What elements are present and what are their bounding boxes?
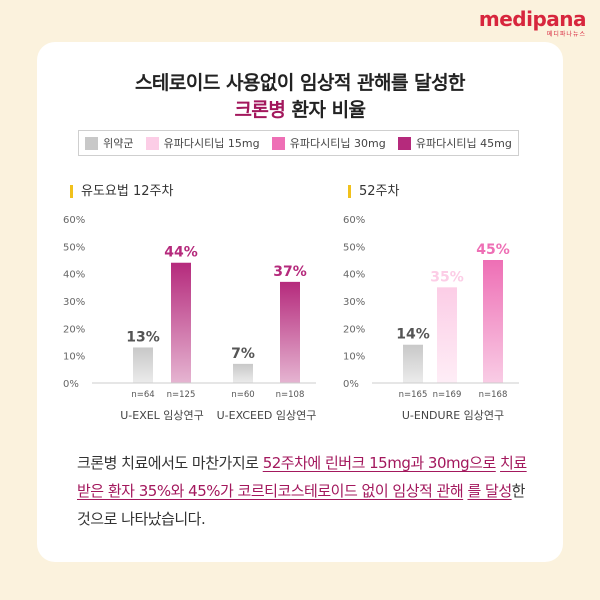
title-rest: 환자 비율 <box>285 99 367 121</box>
legend-swatch <box>271 136 285 150</box>
desc-highlight-1: 52주차에 린버크 15mg과 30mg으로 <box>262 454 497 472</box>
desc-part-1: 크론병 치료에서도 마찬가지로 <box>77 454 263 472</box>
bar-n-label: n=169 <box>433 390 462 400</box>
bar-n-label: n=60 <box>231 390 254 400</box>
bar-value-label: 7% <box>231 346 255 362</box>
y-tick-label: 60% <box>343 215 365 226</box>
legend-swatch <box>397 136 411 150</box>
legend-item-placebo: 위약군 <box>85 135 133 151</box>
legend-item-15mg: 유파다시티닙 15mg <box>145 135 260 151</box>
legend-item-30mg: 유파다시티닙 30mg <box>271 135 386 151</box>
y-tick-label: 30% <box>63 297 85 308</box>
y-tick-label: 20% <box>63 324 85 335</box>
description-text: 크론병 치료에서도 마찬가지로 52주차에 린버크 15mg과 30mg으로 치… <box>77 449 527 533</box>
desc-part-2: 한 것으로 나타났습니다. <box>77 482 525 528</box>
bar-n-label: n=108 <box>276 390 305 400</box>
bar-n-label: n=64 <box>131 390 154 400</box>
infographic-title: 스테로이드 사용없이 임상적 관해를 달성한 크론병 환자 비율 <box>37 70 563 124</box>
y-tick-label: 40% <box>63 270 85 281</box>
logo-text: medipana <box>478 7 587 31</box>
title-line-1: 스테로이드 사용없이 임상적 관해를 달성한 <box>134 72 466 94</box>
bar <box>233 363 253 383</box>
bar <box>133 347 153 383</box>
charts-svg: 0% 10% 20% 30% 40% 50% 60% 13% n=64 44% n=125 U-EXE… <box>63 215 519 422</box>
infographic-card: 스테로이드 사용없이 임상적 관해를 달성한 크론병 환자 비율 위약군 유파다… <box>37 42 563 562</box>
bar-n-label: n=125 <box>167 390 196 400</box>
chart-title-week52: 52주차 <box>348 185 399 198</box>
chart-legend: 위약군 유파다시티닙 15mg 유파다시티닙 30mg 유파다시티닙 45mg <box>78 130 519 156</box>
bar-value-label: 37% <box>273 264 307 280</box>
legend-swatch <box>145 136 159 150</box>
group-label: U-EXEL 임상연구 <box>120 409 204 422</box>
bar <box>483 260 503 383</box>
group-label: U-EXCEED 임상연구 <box>217 409 317 422</box>
bar-value-label: 13% <box>126 329 160 345</box>
bar <box>437 287 457 383</box>
brand-logo: medipana 메디파나뉴스 <box>478 7 587 38</box>
bar-value-label: 14% <box>396 327 430 343</box>
bar-n-label: n=168 <box>479 390 508 400</box>
y-tick-label: 60% <box>63 215 85 226</box>
bar <box>403 344 423 383</box>
legend-swatch <box>85 136 99 150</box>
y-tick-label: 40% <box>343 270 365 281</box>
y-tick-label: 50% <box>343 242 365 253</box>
legend-label: 유파다시티닙 15mg <box>163 137 260 150</box>
bar-value-label: 35% <box>430 269 464 285</box>
legend-label: 유파다시티닙 45mg <box>415 137 512 150</box>
y-tick-label: 10% <box>63 352 85 363</box>
legend-label: 유파다시티닙 30mg <box>289 137 386 150</box>
y-tick-label: 10% <box>343 352 365 363</box>
logo-subtext: 메디파나뉴스 <box>546 31 586 38</box>
bar-value-label: 45% <box>476 242 510 258</box>
y-tick-label: 20% <box>343 324 365 335</box>
chart-title-induction: 유도요법 12주차 <box>70 185 173 198</box>
bar-n-label: n=165 <box>399 390 428 400</box>
y-tick-label: 30% <box>343 297 365 308</box>
y-tick-label: 50% <box>63 242 85 253</box>
legend-label: 위약군 <box>103 137 134 150</box>
bar-value-label: 44% <box>164 245 198 261</box>
y-tick-label: 0% <box>63 379 79 390</box>
group-label: U-ENDURE 임상연구 <box>402 409 504 422</box>
y-tick-label: 0% <box>343 379 359 390</box>
desc-highlight-3: 를 달성 <box>467 482 512 500</box>
legend-item-45mg: 유파다시티닙 45mg <box>397 135 512 151</box>
title-highlight: 크론병 <box>234 99 286 121</box>
title-line-2: 크론병 환자 비율 <box>37 97 563 124</box>
desc-highlight-2: 치료받은 환자 35%와 45%가 코르티코스테로이드 없이 임상적 관해 <box>77 454 527 500</box>
bar <box>171 262 191 383</box>
bar <box>280 281 300 383</box>
